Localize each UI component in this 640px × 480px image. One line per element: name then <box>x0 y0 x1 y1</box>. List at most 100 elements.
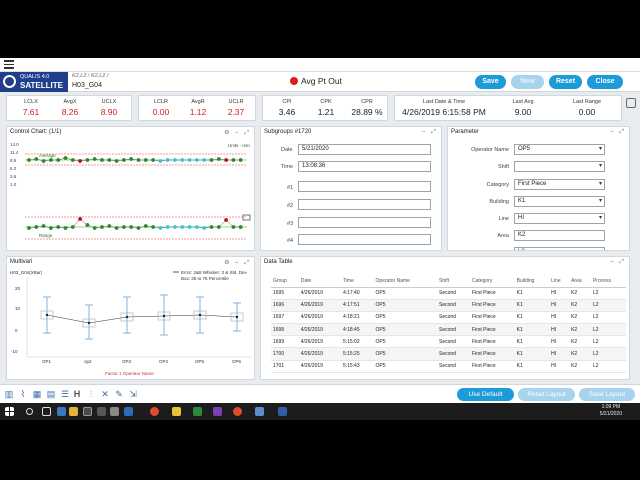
panel-controls-icon[interactable]: – ⤢ <box>422 129 438 135</box>
average-point <box>136 158 141 162</box>
column-header[interactable]: Date <box>298 275 341 288</box>
edge-icon[interactable] <box>57 407 66 416</box>
table-row[interactable]: 1698 4/26/2019 4:18:45 OP5 Second First Piece… <box>271 323 626 337</box>
menu-icon[interactable] <box>4 60 14 69</box>
table-cell: K2 <box>569 335 591 349</box>
panel-controls-icon[interactable]: – ⤢ <box>610 259 626 265</box>
table-cell: Second <box>437 335 471 349</box>
edit-icon[interactable]: ✎ <box>115 389 123 399</box>
table-row[interactable]: 1695 4/26/2019 4:17:40 OP5 Second First Piece… <box>271 287 626 300</box>
table-cell: 1696 <box>271 299 299 312</box>
column-header[interactable]: Group <box>271 275 299 288</box>
table-cell: 1695 <box>271 287 299 300</box>
table-cell: OP5 <box>373 347 437 361</box>
table-cell: 1697 <box>271 311 299 325</box>
table-cell: OP5 <box>373 360 437 373</box>
dropdown-chevron-icon[interactable]: ▾ <box>598 146 602 152</box>
list-icon[interactable]: ☰ <box>60 389 70 399</box>
measurement-input-3[interactable] <box>298 217 431 228</box>
table-cell: 4/26/2019 <box>298 311 341 325</box>
table-row[interactable]: 1696 4/26/2019 4:17:51 OP5 Second First Piece… <box>271 299 626 312</box>
qualis-taskbar-icon[interactable] <box>278 407 287 416</box>
app-icon[interactable] <box>255 407 264 416</box>
table-cell: Second <box>437 360 471 373</box>
save-button[interactable]: Save <box>475 75 506 89</box>
table-row[interactable]: 1699 4/26/2019 5:15:02 OP5 Second First Piece… <box>271 335 626 349</box>
param-input[interactable]: ▾ <box>514 161 605 172</box>
column-header[interactable]: Process <box>590 275 626 288</box>
reset-layout-button[interactable]: Reset Layout <box>518 388 575 401</box>
alarm-status: Avg Pt Out <box>290 76 342 86</box>
param-input[interactable]: K1 ▾ <box>514 196 605 207</box>
measurement-input-1[interactable] <box>298 181 431 192</box>
panel-controls-icon[interactable]: ⚙ – ⤢ <box>224 130 251 136</box>
close-x-icon[interactable]: ✕ <box>101 389 109 399</box>
settings-side-icon[interactable] <box>626 98 636 108</box>
average-point <box>224 158 229 162</box>
store-icon[interactable] <box>83 407 92 416</box>
export-icon[interactable]: ⇲ <box>129 389 137 399</box>
dropdown-chevron-icon[interactable]: ▾ <box>598 215 602 221</box>
param-input[interactable]: L2 <box>514 247 605 250</box>
category-label: OP1 <box>42 359 52 364</box>
new-button[interactable]: New <box>511 75 544 89</box>
stat-cpi: CPI 3.46 <box>278 99 296 117</box>
app-icon[interactable] <box>172 407 181 416</box>
param-input[interactable]: First Piece ▾ <box>514 179 605 190</box>
task-view-icon[interactable] <box>42 407 51 416</box>
grid-icon[interactable]: ▦ <box>32 389 42 399</box>
chart-icon[interactable]: ▥ <box>4 389 14 399</box>
start-icon[interactable] <box>5 407 14 416</box>
param-label: Line <box>498 216 509 222</box>
average-point <box>151 158 156 162</box>
chrome-icon[interactable] <box>233 407 242 416</box>
report-icon[interactable]: ▤ <box>46 389 56 399</box>
save-layout-button[interactable]: Save Layout <box>579 388 635 401</box>
column-header[interactable]: Line <box>549 275 570 288</box>
panel-controls-icon[interactable]: ⚙ – ⤢ <box>224 260 251 266</box>
app-icon[interactable] <box>193 407 202 416</box>
use-default-button[interactable]: Use Default <box>457 388 514 401</box>
app-icon[interactable] <box>110 407 119 416</box>
column-header[interactable]: Category <box>470 275 515 288</box>
column-header[interactable]: Shift <box>437 275 471 288</box>
dropdown-chevron-icon[interactable]: ▾ <box>598 198 602 204</box>
table-row[interactable]: 1700 4/26/2019 5:15:25 OP5 Second First Piece… <box>271 347 626 361</box>
column-header[interactable]: Time <box>340 275 374 288</box>
range-point <box>143 224 148 228</box>
measurement-input-2[interactable] <box>298 199 431 210</box>
chrome-icon[interactable] <box>150 407 159 416</box>
table-row[interactable]: 1697 4/26/2019 4:18:21 OP5 Second First Piece… <box>271 311 626 325</box>
column-header[interactable]: Building <box>514 275 550 288</box>
line-chart-icon[interactable]: ⌇ <box>20 389 26 399</box>
column-header[interactable]: Area <box>569 275 591 288</box>
y-tick: 14.0 <box>10 142 19 147</box>
average-point <box>202 158 207 162</box>
sliders-icon[interactable]: ⫶ <box>89 389 93 399</box>
explorer-icon[interactable] <box>69 407 78 416</box>
param-input[interactable]: HI ▾ <box>514 213 605 224</box>
date-input[interactable]: 5/21/2020 <box>298 144 431 155</box>
measurement-input-4[interactable] <box>298 234 431 245</box>
visual-studio-icon[interactable] <box>213 407 222 416</box>
panel-controls-icon[interactable]: – ⤢ <box>610 129 626 135</box>
param-input[interactable]: K2 <box>514 230 605 241</box>
range-point <box>41 224 46 228</box>
average-point <box>216 157 221 161</box>
range-point <box>158 226 163 230</box>
app-icon[interactable] <box>124 407 133 416</box>
table-row[interactable]: 1701 4/26/2019 5:15:43 OP5 Second First Piece… <box>271 360 626 373</box>
close-button[interactable]: Close <box>587 75 623 89</box>
time-input[interactable]: 13:08:36 <box>298 161 431 172</box>
dropdown-chevron-icon[interactable]: ▾ <box>598 181 602 187</box>
reset-button[interactable]: Reset <box>549 75 582 89</box>
app-icon[interactable] <box>97 407 106 416</box>
range-point <box>34 225 39 229</box>
range-point <box>49 226 53 230</box>
param-input[interactable]: OP5 ▾ <box>514 144 605 155</box>
dropdown-chevron-icon[interactable]: ▾ <box>598 163 602 169</box>
column-header[interactable]: Operator Name <box>373 275 437 288</box>
search-icon[interactable] <box>26 408 33 415</box>
histogram-icon[interactable]: H <box>73 389 81 399</box>
table-cell: 4:17:51 <box>340 299 374 312</box>
